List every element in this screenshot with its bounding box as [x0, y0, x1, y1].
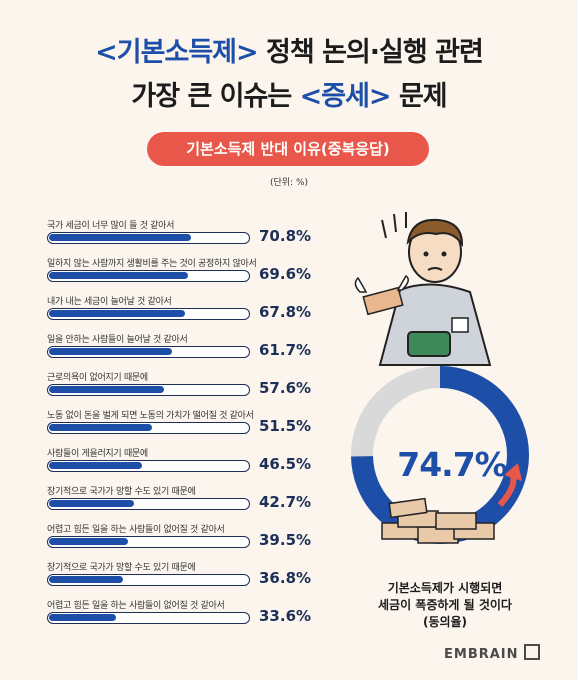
- bar-category-label: 노동 없이 돈을 벌게 되면 노동의 가치가 떨어질 것 같아서: [47, 411, 254, 421]
- bar-fill: [49, 386, 165, 393]
- arrow-up-icon: [504, 463, 522, 481]
- bar-track: [47, 498, 250, 510]
- bar-track: [47, 346, 250, 358]
- bar-fill: [49, 424, 152, 431]
- bar-fill: [49, 272, 189, 279]
- bar-value-label: 51.5%: [259, 417, 312, 435]
- money-pile-illustration: [381, 497, 495, 544]
- bar-category-label: 어렵고 힘든 일을 하는 사람들이 없어질 것 같아서: [47, 601, 225, 611]
- bar-track: [47, 612, 250, 624]
- bar-track: [47, 536, 250, 548]
- title-segment: 문제: [390, 81, 448, 112]
- agreement-donut: [351, 366, 529, 544]
- unit-label: (단위: %): [269, 178, 309, 188]
- page-title-line1: <기본소득제> 정책 논의·실행 관련: [0, 30, 578, 69]
- bar-track: [47, 232, 250, 244]
- bar-value-label: 36.8%: [259, 569, 312, 587]
- bar-track: [47, 308, 250, 320]
- title-segment: <증세>: [299, 81, 392, 112]
- title-segment: 정책 논의·실행 관련: [257, 37, 484, 68]
- caption-line2: 세금이 폭증하게 될 것이다: [378, 598, 512, 612]
- caption-line1: 기본소득제가 시행되면: [387, 581, 503, 595]
- bar-fill: [49, 614, 117, 621]
- bar-category-label: 일하지 않는 사람까지 생활비를 주는 것이 공정하지 않아서: [47, 259, 257, 269]
- bar-value-label: 67.8%: [259, 303, 312, 321]
- bar-track: [47, 384, 250, 396]
- bar-category-label: 내가 내는 세금이 늘어날 것 같아서: [47, 297, 172, 307]
- bar-value-label: 61.7%: [259, 341, 312, 359]
- bar-category-label: 일을 안하는 사람들이 늘어날 것 같아서: [47, 335, 188, 345]
- bar-track: [47, 422, 250, 434]
- bar-fill: [49, 310, 185, 317]
- bar-value-label: 70.8%: [259, 227, 312, 245]
- bar-value-label: 39.5%: [259, 531, 312, 549]
- chart-subtitle: 기본소득제 반대 이유(중복응답): [147, 132, 429, 166]
- bar-fill: [49, 234, 191, 241]
- bar-value-label: 33.6%: [259, 607, 312, 625]
- bar-fill: [49, 576, 123, 583]
- bar-track: [47, 574, 250, 586]
- bar-fill: [49, 348, 173, 355]
- bar-value-label: 69.6%: [259, 265, 312, 283]
- logo-mark-icon: [524, 644, 541, 660]
- brand-logo: EMBRAIN: [444, 644, 541, 662]
- bar-category-label: 장기적으로 국가가 망할 수도 있기 때문에: [47, 487, 196, 497]
- bar-value-label: 46.5%: [259, 455, 312, 473]
- caption-line3: (동의율): [422, 615, 468, 629]
- title-segment: <기본소득제>: [95, 37, 258, 68]
- bar-category-label: 근로의욕이 없어지기 때문에: [47, 373, 148, 383]
- title-segment: 가장 큰 이슈는: [131, 81, 300, 112]
- bar-fill: [49, 462, 142, 469]
- donut-value: 74.7%: [397, 445, 508, 484]
- bar-value-label: 57.6%: [259, 379, 312, 397]
- bar-category-label: 국가 세금이 너무 많이 들 것 같아서: [47, 221, 175, 231]
- bar-track: [47, 460, 250, 472]
- bar-fill: [49, 538, 128, 545]
- bar-value-label: 42.7%: [259, 493, 312, 511]
- bar-category-label: 사람들이 게을러지기 때문에: [47, 449, 148, 459]
- bar-fill: [49, 500, 135, 507]
- bar-category-label: 어렵고 힘든 일을 하는 사람들이 없어질 것 같아서: [47, 525, 225, 535]
- bar-category-label: 장기적으로 국가가 망할 수도 있기 때문에: [47, 563, 196, 573]
- logo-text: EMBRAIN: [444, 647, 519, 662]
- page-title-line2: 가장 큰 이슈는 <증세> 문제: [0, 74, 578, 113]
- worried-person-illustration: [354, 212, 492, 366]
- bar-track: [47, 270, 250, 282]
